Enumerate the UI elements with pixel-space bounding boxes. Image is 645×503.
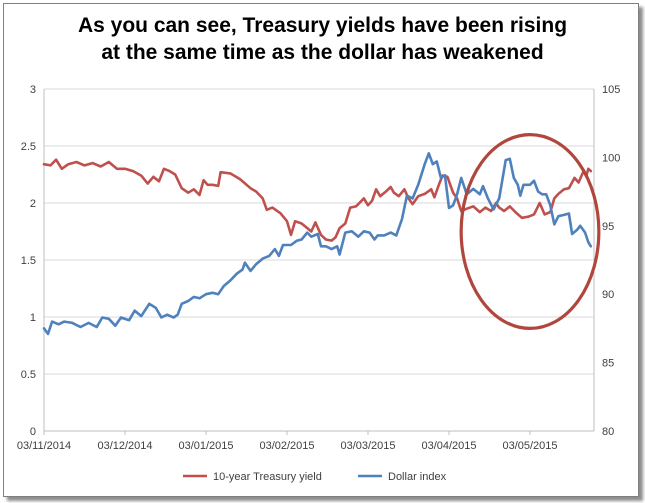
chart-title: As you can see, Treasury yields have bee… xyxy=(0,12,645,66)
right-axis-tick-label: 85 xyxy=(602,358,614,370)
right-axis-tick-label: 95 xyxy=(602,221,614,233)
treasury-yield-line xyxy=(42,158,593,242)
dollar-index-line xyxy=(42,152,593,336)
chart-title-line-2: at the same time as the dollar has weake… xyxy=(101,41,544,64)
left-axis-tick-label: 1 xyxy=(30,312,36,324)
x-axis-tick-label: 03/05/2015 xyxy=(502,440,557,452)
chart-frame xyxy=(3,3,639,497)
x-axis-tick-label: 03/12/2014 xyxy=(97,440,152,452)
left-axis-tick-label: 2.5 xyxy=(21,141,36,153)
left-axis-tick-label: 1.5 xyxy=(21,255,36,267)
left-axis-tick-label: 2 xyxy=(30,198,36,210)
x-axis-tick-label: 03/02/2015 xyxy=(259,440,314,452)
right-axis-tick-label: 90 xyxy=(602,289,614,301)
left-axis-tick-label: 3 xyxy=(30,84,36,96)
chart-title-line-1: As you can see, Treasury yields have bee… xyxy=(77,14,568,37)
right-axis-tick-label: 105 xyxy=(602,84,620,96)
left-axis-tick-label: 0.5 xyxy=(21,369,36,381)
x-axis-tick-label: 03/03/2015 xyxy=(340,440,395,452)
highlight-ellipse xyxy=(459,133,601,331)
legend-label-treasury: 10-year Treasury yield xyxy=(213,471,322,483)
right-axis-tick-label: 100 xyxy=(602,152,620,164)
x-axis-tick-label: 03/11/2014 xyxy=(17,440,71,452)
x-axis-tick-label: 03/04/2015 xyxy=(421,440,476,452)
legend-label-dollar: Dollar index xyxy=(388,471,447,483)
x-axis-tick-label: 03/01/2015 xyxy=(178,440,233,452)
right-axis-tick-label: 80 xyxy=(602,426,614,438)
left-axis-tick-label: 0 xyxy=(30,426,36,438)
